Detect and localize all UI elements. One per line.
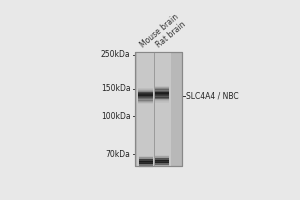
Bar [139, 162, 152, 163]
Bar [155, 101, 169, 102]
Text: Mouse brain: Mouse brain [138, 12, 180, 49]
Bar [155, 164, 169, 165]
Bar [155, 91, 169, 92]
Bar [155, 94, 169, 95]
Bar [155, 161, 169, 162]
Bar [155, 99, 169, 100]
Bar [139, 101, 153, 102]
Bar [139, 97, 153, 98]
Bar [139, 89, 153, 90]
Bar [155, 97, 169, 98]
Bar [139, 93, 153, 94]
Text: Rat brain: Rat brain [154, 20, 188, 49]
Bar [139, 92, 153, 93]
Bar [139, 161, 152, 162]
Bar [155, 95, 169, 96]
Bar [139, 95, 153, 96]
Bar [155, 163, 169, 164]
Bar [155, 158, 169, 159]
Bar [139, 101, 153, 102]
Bar [139, 102, 153, 103]
Bar [139, 99, 153, 100]
Bar [139, 93, 153, 94]
Bar [139, 94, 153, 95]
Bar [139, 90, 153, 91]
Bar [155, 156, 169, 157]
Bar [139, 157, 152, 158]
Bar [155, 97, 169, 98]
Bar [139, 166, 152, 167]
Bar [155, 93, 169, 94]
Bar [135, 52, 182, 166]
Bar [155, 92, 169, 93]
Bar [139, 159, 152, 160]
Bar [139, 160, 152, 161]
Text: 150kDa: 150kDa [101, 84, 130, 93]
Bar [139, 100, 153, 101]
Bar [153, 52, 171, 166]
Bar [155, 93, 169, 94]
Bar [139, 161, 152, 162]
Bar [155, 88, 169, 89]
Bar [139, 156, 152, 157]
Bar [139, 92, 153, 93]
Bar [137, 52, 154, 166]
Bar [139, 163, 152, 164]
Bar [155, 102, 169, 103]
Bar [155, 92, 169, 93]
Bar [155, 157, 169, 158]
Bar [155, 87, 169, 88]
Bar [139, 163, 152, 164]
Bar [139, 95, 153, 96]
Bar [135, 52, 182, 166]
Bar [155, 100, 169, 101]
Bar [155, 162, 169, 163]
Bar [155, 158, 169, 159]
Bar [139, 158, 152, 159]
Bar [139, 100, 153, 101]
Text: 70kDa: 70kDa [106, 150, 130, 159]
Bar [155, 89, 169, 90]
Bar [155, 164, 169, 165]
Bar [155, 166, 169, 167]
Bar [139, 98, 153, 99]
Bar [139, 103, 153, 104]
Text: SLC4A4 / NBC: SLC4A4 / NBC [186, 91, 238, 100]
Bar [155, 86, 169, 87]
Bar [155, 87, 169, 88]
Bar [155, 155, 169, 156]
Bar [155, 90, 169, 91]
Text: 100kDa: 100kDa [101, 112, 130, 121]
Bar [139, 165, 152, 166]
Text: 250kDa: 250kDa [101, 50, 130, 59]
Bar [139, 164, 152, 165]
Bar [155, 165, 169, 166]
Bar [155, 159, 169, 160]
Bar [155, 98, 169, 99]
Bar [155, 162, 169, 163]
Bar [155, 96, 169, 97]
Bar [139, 94, 153, 95]
Bar [155, 160, 169, 161]
Bar [155, 166, 169, 167]
Bar [155, 156, 169, 157]
Bar [139, 167, 152, 168]
Bar [139, 96, 153, 97]
Bar [155, 89, 169, 90]
Bar [155, 88, 169, 89]
Bar [139, 91, 153, 92]
Bar [139, 157, 152, 158]
Bar [139, 165, 152, 166]
Bar [155, 98, 169, 99]
Bar [139, 159, 152, 160]
Bar [139, 102, 153, 103]
Bar [139, 88, 153, 89]
Bar [155, 160, 169, 161]
